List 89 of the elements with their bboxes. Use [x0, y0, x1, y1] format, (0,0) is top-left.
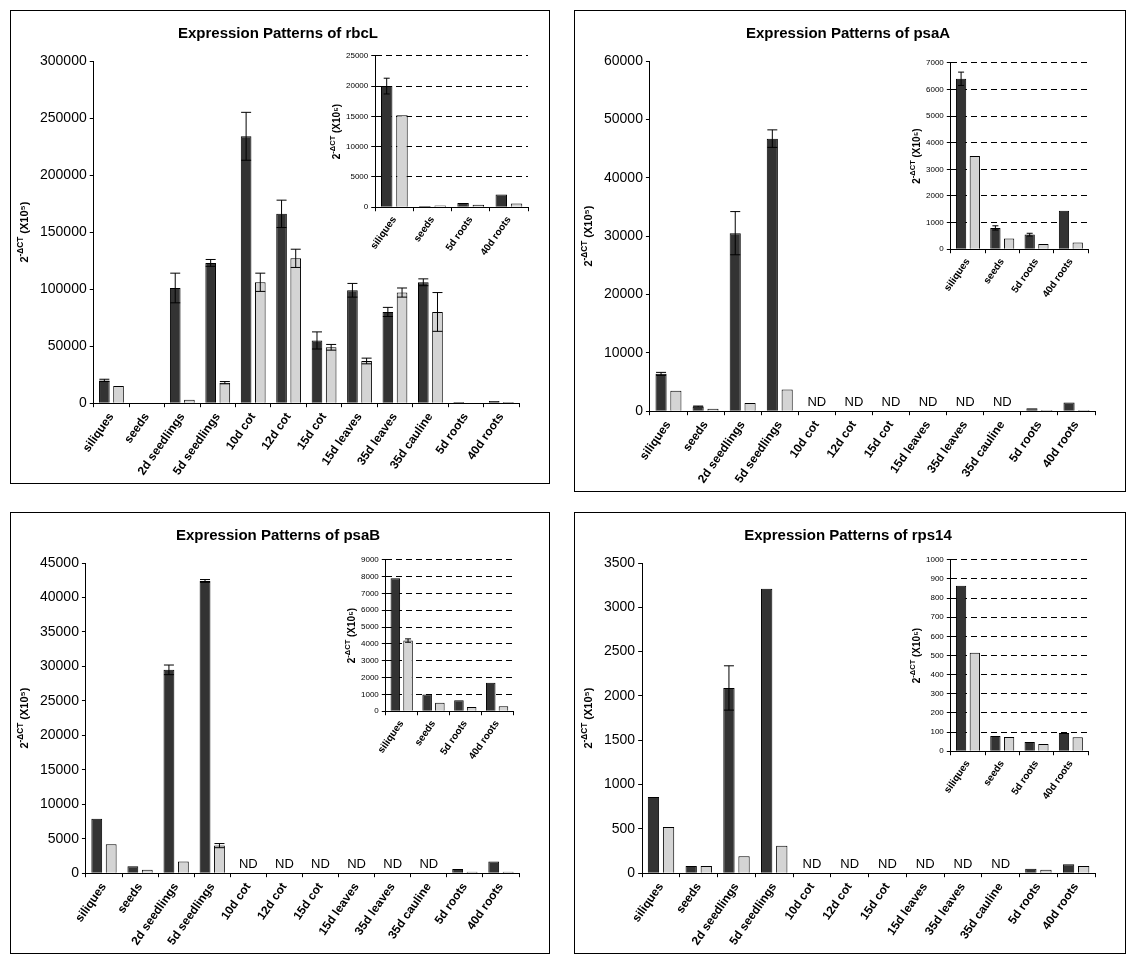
y-tick-label: 30000	[39, 657, 80, 674]
text: ND	[991, 856, 1011, 872]
y-tick-label: 60000	[603, 51, 644, 68]
y-tick-label: 0	[627, 864, 636, 881]
y-tick-label: 800	[930, 593, 945, 603]
y-tick-label: 500	[611, 819, 636, 836]
text: ND	[953, 856, 973, 872]
y-tick-label: 50000	[603, 110, 644, 127]
y-tick-label: 20000	[39, 726, 80, 743]
y-tick-label: 600	[930, 631, 945, 641]
text: ND	[238, 856, 258, 872]
y-tick-label: 500	[930, 650, 945, 660]
y-tick-label: 150000	[40, 222, 87, 239]
y-tick-label: 1000	[361, 689, 380, 699]
y-tick-label: 2000	[603, 686, 636, 703]
y-tick-label: 250000	[40, 108, 87, 125]
y-tick-label: 2000	[926, 191, 945, 201]
y-tick-label: 1000	[926, 217, 945, 227]
y-tick-label: 200000	[40, 165, 87, 182]
y-tick-label: 0	[78, 394, 87, 411]
y-tick-label: 3000	[926, 164, 945, 174]
text: ND	[807, 394, 827, 410]
y-tick-label: 7000	[926, 58, 945, 67]
y-tick-label: 1500	[603, 731, 636, 748]
y-tick-label: 300000	[40, 51, 87, 68]
chart-title: Expression Patterns of rbcL	[177, 24, 379, 42]
y-tick-label: 30000	[603, 226, 644, 243]
y-tick-label: 20000	[603, 285, 644, 302]
text: ND	[992, 394, 1012, 410]
text: ND	[347, 856, 366, 872]
y-tick-label: 200	[930, 708, 945, 718]
y-tick-label: 900	[930, 574, 945, 584]
chart-title: Expression Patterns of rps14	[744, 526, 953, 544]
text: ND	[955, 394, 975, 410]
y-tick-label: 5000	[926, 111, 945, 121]
y-tick-label: 7000	[361, 588, 380, 598]
chart-title: Expression Patterns of psaA	[745, 24, 951, 42]
y-tick-label: 40000	[39, 588, 80, 605]
y-tick-label: 3000	[361, 655, 380, 665]
y-tick-label: 8000	[361, 571, 380, 581]
y-tick-label: 5000	[361, 622, 380, 632]
chart-title: Expression Patterns of psaB	[175, 526, 381, 544]
y-tick-label: 0	[939, 746, 945, 756]
text: ND	[840, 856, 860, 872]
y-tick-label: 9000	[361, 555, 380, 564]
y-tick-label: 0	[374, 706, 380, 716]
y-tick-label: 4000	[926, 137, 945, 147]
text: ND	[275, 856, 294, 872]
text: ND	[878, 856, 897, 872]
y-tick-label: 700	[930, 612, 945, 622]
y-tick-label: 100000	[40, 279, 87, 296]
text: ND	[915, 856, 935, 872]
y-tick-label: 10000	[39, 795, 80, 812]
y-tick-label: 1000	[603, 775, 636, 792]
y-tick-label: 6000	[361, 605, 380, 615]
text: ND	[881, 394, 901, 410]
text: ND	[419, 856, 439, 872]
y-tick-label: 3000	[603, 598, 636, 615]
text: ND	[844, 394, 864, 410]
text: ND	[918, 394, 938, 410]
y-tick-label: 5000	[47, 829, 80, 846]
text: ND	[383, 856, 403, 872]
y-tick-label: 40000	[603, 168, 644, 185]
y-tick-label: 20000	[346, 81, 369, 91]
y-tick-label: 45000	[39, 553, 80, 570]
y-tick-label: 10000	[603, 343, 644, 360]
y-tick-label: 2500	[603, 642, 636, 659]
y-tick-label: 300	[930, 689, 945, 699]
y-tick-label: 1000	[926, 555, 945, 564]
y-tick-label: 100	[930, 727, 945, 737]
y-tick-label: 10000	[346, 141, 369, 151]
y-tick-label: 0	[71, 864, 80, 881]
y-tick-label: 3500	[603, 553, 636, 570]
y-tick-label: 5000	[350, 172, 369, 182]
y-tick-label: 50000	[47, 337, 87, 354]
text: ND	[802, 856, 822, 872]
y-tick-label: 35000	[39, 622, 80, 639]
y-tick-label: 6000	[926, 84, 945, 94]
y-tick-label: 400	[930, 669, 945, 679]
y-tick-label: 15000	[39, 760, 80, 777]
y-tick-label: 2000	[361, 672, 380, 682]
y-tick-label: 0	[363, 202, 369, 212]
text: ND	[311, 856, 330, 872]
y-tick-label: 15000	[346, 111, 369, 121]
y-tick-label: 25000	[346, 51, 369, 60]
y-tick-label: 0	[939, 244, 945, 254]
y-tick-label: 25000	[39, 691, 80, 708]
y-tick-label: 4000	[361, 639, 380, 649]
y-tick-label: 0	[635, 402, 644, 419]
